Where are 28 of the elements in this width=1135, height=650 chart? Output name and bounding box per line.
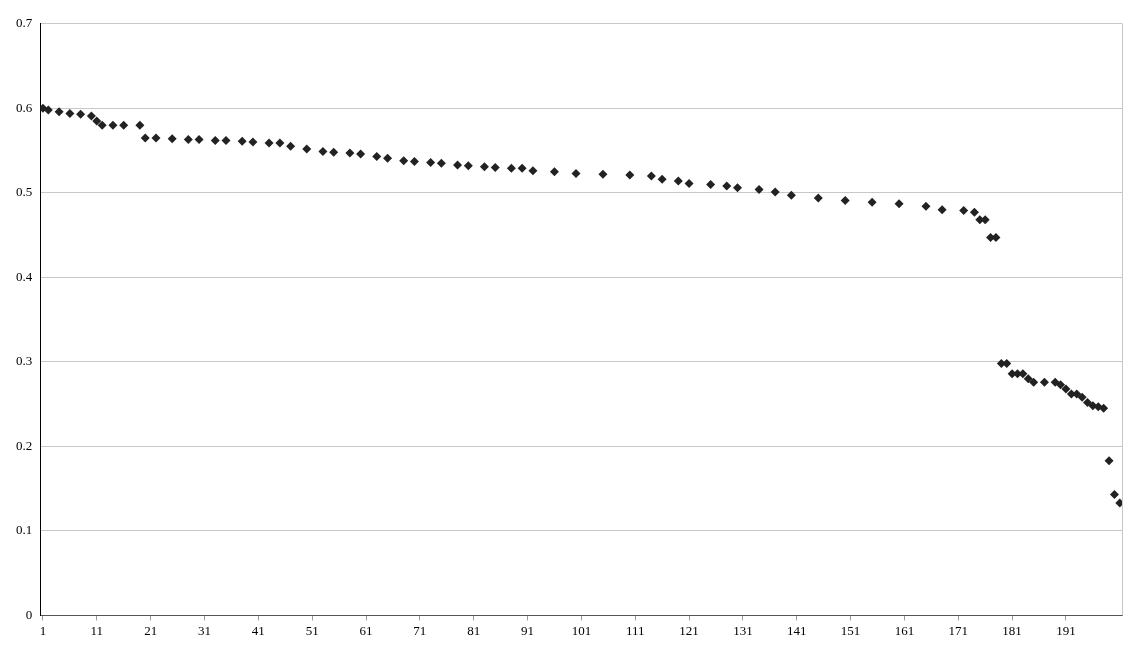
y-tick-label: 0 bbox=[25, 606, 33, 622]
y-tick-label: 0.6 bbox=[16, 99, 33, 115]
x-tick-label: 81 bbox=[467, 622, 481, 638]
x-tick-label: 31 bbox=[197, 622, 211, 638]
x-tick-label: 141 bbox=[787, 622, 807, 638]
y-tick-label: 0.3 bbox=[16, 353, 33, 369]
y-tick-label: 0.7 bbox=[16, 15, 33, 31]
x-tick-label: 191 bbox=[1056, 622, 1076, 638]
x-tick-label: 121 bbox=[679, 622, 699, 638]
x-tick-label: 171 bbox=[948, 622, 969, 638]
y-tick-label: 0.2 bbox=[16, 437, 33, 453]
x-tick-label: 71 bbox=[413, 622, 427, 638]
x-tick-label: 41 bbox=[251, 622, 265, 638]
x-tick-label: 91 bbox=[521, 622, 535, 638]
x-tick-label: 181 bbox=[1002, 622, 1022, 638]
x-tick-label: 151 bbox=[840, 622, 861, 638]
x-tick-label: 161 bbox=[894, 622, 915, 638]
x-tick-label: 111 bbox=[625, 622, 645, 638]
x-tick-label: 131 bbox=[733, 622, 753, 638]
x-tick-label: 11 bbox=[90, 622, 104, 638]
y-tick-label: 0.1 bbox=[16, 522, 33, 538]
y-tick-label: 0.5 bbox=[16, 184, 33, 200]
x-tick-label: 61 bbox=[359, 622, 373, 638]
x-tick-label: 1 bbox=[39, 622, 47, 638]
x-tick-label: 21 bbox=[144, 622, 158, 638]
y-tick-label: 0.4 bbox=[16, 268, 33, 284]
x-tick-label: 51 bbox=[305, 622, 319, 638]
x-tick-label: 101 bbox=[571, 622, 592, 638]
